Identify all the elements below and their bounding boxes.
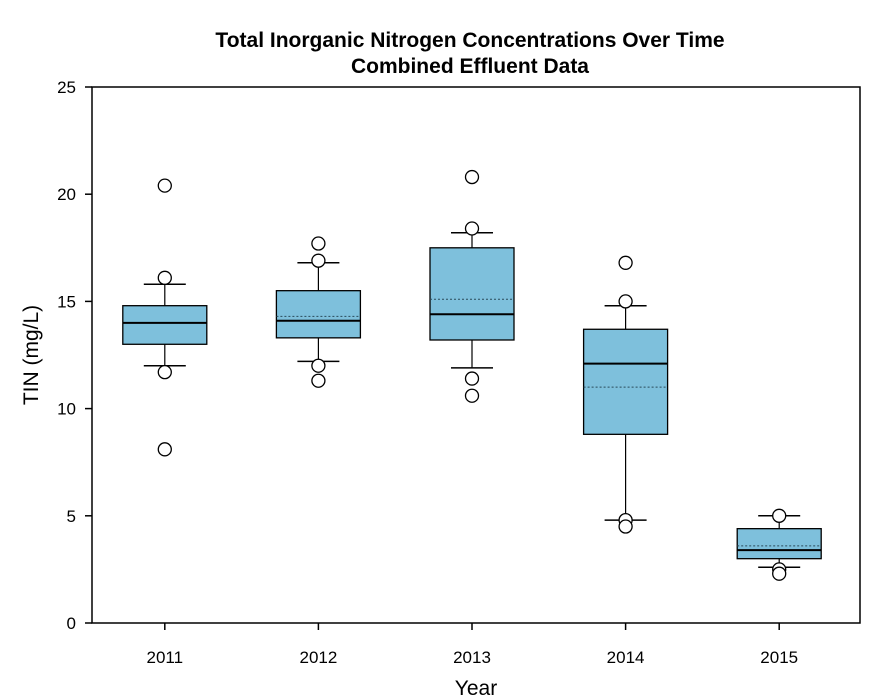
outlier-point: [618, 519, 633, 534]
box-group-2011: [122, 178, 208, 457]
box-group-2014: [582, 255, 669, 534]
outlier-point: [157, 178, 172, 193]
box-group-2015: [736, 508, 822, 581]
outlier-point: [464, 221, 480, 236]
box-iqr: [429, 247, 515, 341]
y-tick-label: 10: [57, 400, 76, 419]
x-tick-label: 2013: [453, 648, 491, 667]
box-iqr: [275, 290, 362, 339]
outlier-point: [772, 508, 787, 523]
outlier-point: [157, 270, 172, 285]
x-axis-label: Year: [455, 677, 497, 700]
box-group-2012: [275, 236, 362, 388]
outlier-point: [311, 236, 326, 251]
y-tick-label: 5: [67, 507, 76, 526]
outlier-point: [618, 255, 633, 270]
y-axis: 0 5 10 15 20 25: [57, 78, 92, 633]
box-group-2013: [429, 169, 515, 403]
outlier-point: [772, 566, 787, 581]
x-axis: 2011 2012 2013 2014 2015: [147, 623, 798, 667]
x-tick-label: 2012: [299, 648, 337, 667]
outlier-point: [464, 169, 480, 185]
y-tick-label: 15: [57, 292, 76, 311]
y-tick-label: 25: [57, 78, 76, 97]
outlier-point: [311, 253, 326, 268]
boxes: [122, 169, 822, 581]
chart-subtitle: Combined Effluent Data: [350, 55, 589, 78]
x-tick-label: 2015: [760, 648, 798, 667]
outlier-point: [157, 365, 172, 380]
y-axis-label: TIN (mg/L): [20, 305, 43, 405]
y-tick-label: 20: [57, 185, 76, 204]
chart-title: Total Inorganic Nitrogen Concentrations …: [215, 29, 725, 52]
box-iqr: [736, 528, 822, 560]
y-tick-label: 0: [67, 614, 76, 633]
plot-frame: [91, 86, 861, 624]
x-tick-label: 2014: [607, 648, 645, 667]
outlier-point: [618, 294, 633, 309]
outlier-point: [311, 358, 326, 373]
chart-title-block: Total Inorganic Nitrogen Concentrations …: [0, 28, 882, 80]
outlier-point: [157, 442, 172, 457]
x-tick-label: 2011: [147, 648, 184, 667]
outlier-point: [464, 388, 480, 403]
outlier-point: [464, 371, 480, 386]
outlier-point: [311, 373, 326, 388]
box-iqr: [582, 328, 669, 435]
box-iqr: [122, 305, 208, 345]
